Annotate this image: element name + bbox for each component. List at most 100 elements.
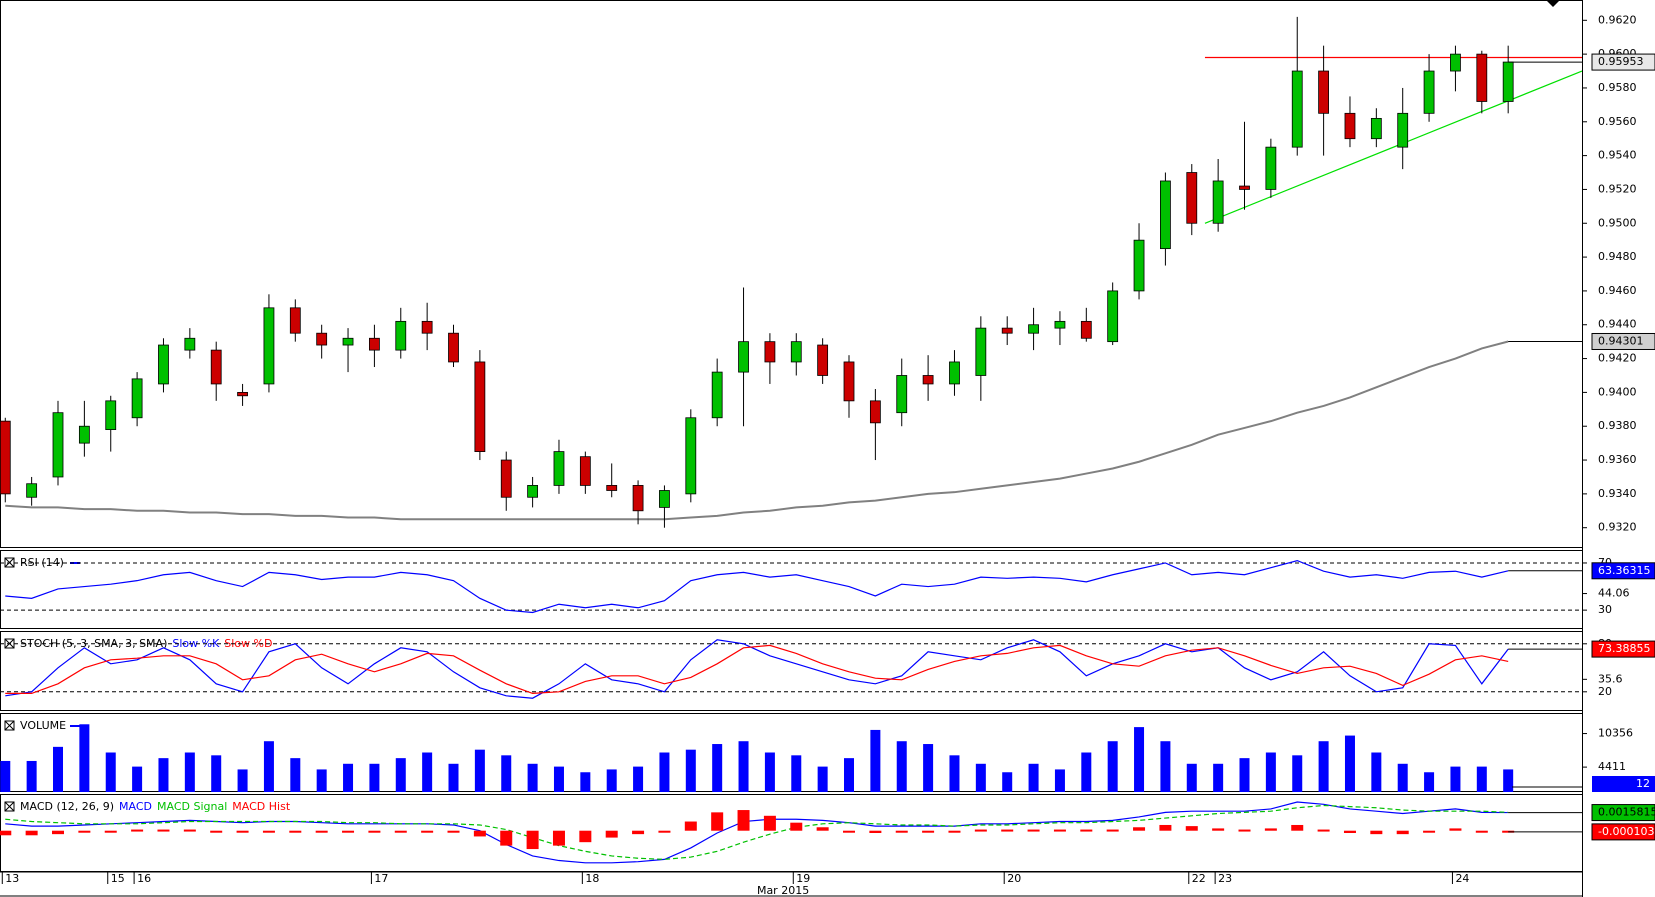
volume-bar	[422, 752, 433, 792]
histogram-bar	[1185, 826, 1198, 831]
last-value-box	[1591, 804, 1655, 822]
histogram-bar	[78, 830, 91, 833]
y-tick-label: 0.9620	[1598, 13, 1637, 26]
candle-body	[289, 307, 301, 334]
candle-body	[1133, 239, 1145, 292]
histogram-bar	[157, 829, 170, 832]
y-tick-label: 0.9400	[1598, 385, 1637, 398]
histogram-bar	[1053, 829, 1066, 832]
volume-bar	[817, 766, 828, 792]
candle-body	[421, 320, 433, 334]
candle-body	[817, 344, 829, 376]
x-tick-label: 17	[374, 872, 388, 885]
y-tick-label: 0.9580	[1598, 81, 1637, 94]
candle-body	[896, 375, 908, 414]
last-value-label: 0.95953	[1598, 55, 1644, 68]
histogram-bar	[1343, 830, 1356, 833]
trend-line	[1204, 70, 1583, 224]
histogram-bar	[315, 830, 328, 833]
y-tick-label: 0.9500	[1598, 216, 1637, 229]
candle-body	[210, 349, 222, 385]
panel-close-icon	[4, 720, 15, 731]
candle-body	[1450, 53, 1461, 72]
candle-body	[1186, 172, 1198, 224]
x-tick-label: 13	[5, 872, 19, 885]
histogram-bar	[658, 830, 671, 833]
volume-bar	[1107, 741, 1118, 792]
candle-body	[1212, 180, 1224, 224]
candle-body	[1502, 61, 1514, 102]
candle-body	[711, 371, 723, 419]
y-tick-label: 0.9540	[1598, 149, 1637, 162]
y-tick-label: 0.9560	[1598, 115, 1637, 128]
histogram-bar	[1159, 824, 1172, 831]
last-value-label: 12	[1636, 777, 1650, 790]
candle-body	[52, 412, 64, 478]
histogram-bar	[262, 830, 275, 833]
panel-title: MACD (12, 26, 9) MACD MACD Signal MACD Hist	[20, 800, 291, 813]
volume-bar	[527, 763, 538, 792]
candle-body	[1370, 117, 1382, 140]
volume-bar	[1450, 766, 1461, 792]
panel-title: RSI (14)	[20, 556, 64, 569]
candle-body	[606, 485, 618, 491]
volume-bar	[263, 741, 274, 792]
candle-body	[1054, 320, 1066, 329]
candle-body	[1001, 327, 1013, 334]
volume-bar	[1213, 763, 1224, 792]
volume-bar	[949, 755, 960, 792]
volume-bar	[712, 744, 723, 792]
histogram-bar	[684, 821, 697, 831]
legend-entry: MACD Signal	[157, 800, 227, 813]
histogram-bar	[843, 830, 856, 833]
histogram-bar	[473, 830, 486, 837]
legend-swatch	[70, 562, 80, 564]
candle-body	[26, 483, 38, 498]
volume-bar	[1397, 763, 1408, 792]
candle-body	[395, 320, 407, 351]
candle-body	[263, 307, 275, 385]
volume-bar	[237, 769, 248, 792]
candle-body	[869, 400, 881, 424]
x-tick-label: 23	[1218, 872, 1232, 885]
histogram-bar	[948, 830, 961, 833]
y-tick-label: 35.6	[1598, 672, 1623, 685]
histogram-bar	[790, 822, 803, 831]
histogram-bar	[763, 815, 776, 831]
candle-body	[922, 375, 934, 385]
candle-body	[685, 417, 697, 495]
histogram-bar	[289, 830, 302, 833]
volume-bar	[1134, 727, 1145, 792]
histogram-bar	[1106, 829, 1119, 832]
y-tick-label: 30	[1598, 603, 1612, 616]
last-value-box	[1591, 332, 1655, 350]
volume-bar	[290, 758, 301, 792]
candle-body	[975, 327, 987, 376]
volume-bar	[26, 760, 37, 792]
volume-bar	[1265, 752, 1276, 792]
candle-body	[316, 332, 328, 346]
candle-body	[949, 361, 960, 385]
volume-bar	[1186, 763, 1197, 792]
candle-body	[1476, 53, 1488, 102]
histogram-bar	[421, 830, 434, 833]
volume-bar	[1054, 769, 1065, 792]
y-tick-label: 0.9420	[1598, 352, 1637, 365]
candle-body	[500, 459, 512, 498]
volume-bar	[1424, 772, 1435, 792]
histogram-bar	[1027, 829, 1040, 832]
y-tick-label: 0.9480	[1598, 250, 1637, 263]
panel-close-icon	[4, 801, 15, 812]
y-tick-label: 0.9320	[1598, 521, 1637, 534]
histogram-bar	[1449, 828, 1462, 831]
volume-bar	[870, 729, 881, 792]
last-value-label: 63.36315	[1598, 564, 1651, 577]
histogram-bar	[737, 810, 750, 831]
histogram-bar	[526, 830, 539, 850]
candle-body	[184, 337, 196, 351]
panel-close-icon	[4, 801, 15, 812]
histogram-bar	[1291, 824, 1304, 831]
histogram-bar	[1001, 829, 1014, 832]
